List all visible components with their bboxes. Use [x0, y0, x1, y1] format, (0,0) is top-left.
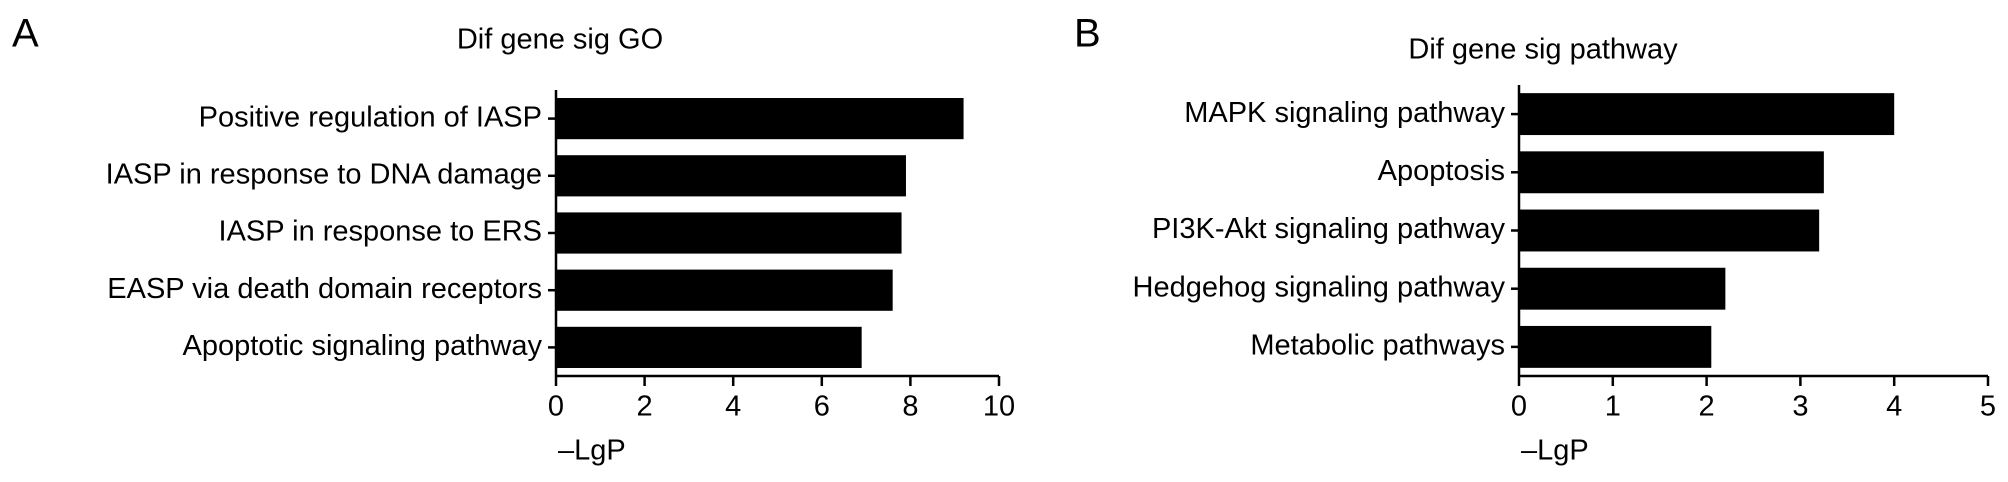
bar [1519, 93, 1895, 136]
x-tick-label: 4 [725, 391, 741, 423]
x-axis-label: –LgP [1521, 435, 1589, 467]
bar [1519, 151, 1824, 194]
x-tick-label: 4 [1886, 391, 1902, 423]
y-tick-label: PI3K-Akt signaling pathway [1152, 213, 1506, 245]
x-tick-label: 8 [902, 391, 918, 423]
x-tick-label: 3 [1792, 391, 1808, 423]
x-tick-label: 2 [1699, 391, 1715, 423]
y-tick-label: IASP in response to ERS [219, 216, 542, 248]
x-tick-label: 6 [814, 391, 830, 423]
y-tick-label: Apoptosis [1378, 155, 1505, 187]
x-tick-label: 1 [1605, 391, 1621, 423]
x-tick-label: 2 [637, 391, 653, 423]
y-tick-label: EASP via death domain receptors [107, 273, 542, 305]
x-axis-label: –LgP [558, 435, 626, 467]
y-tick-label: Hedgehog signaling pathway [1133, 271, 1506, 303]
panel-label: B [1074, 12, 1101, 56]
chart-title: Dif gene sig GO [457, 24, 663, 56]
y-tick-label: Positive regulation of IASP [199, 101, 542, 133]
y-tick-label: IASP in response to DNA damage [106, 158, 542, 190]
x-tick-label: 0 [1511, 391, 1527, 423]
bar [1519, 325, 1712, 368]
bar [1519, 267, 1726, 310]
bar [1519, 209, 1820, 252]
chart-title: Dif gene sig pathway [1408, 34, 1678, 66]
bar [556, 98, 964, 140]
y-tick-label: Metabolic pathways [1250, 330, 1505, 362]
x-tick-label: 10 [983, 391, 1015, 423]
y-tick-label: MAPK signaling pathway [1184, 97, 1505, 129]
panel-label: A [12, 12, 39, 56]
bar [556, 269, 893, 311]
y-tick-label: Apoptotic signaling pathway [182, 330, 542, 362]
bar [556, 326, 862, 368]
bar [556, 155, 906, 197]
bar [556, 212, 902, 254]
x-tick-label: 0 [548, 391, 564, 423]
x-tick-label: 5 [1980, 391, 1996, 423]
